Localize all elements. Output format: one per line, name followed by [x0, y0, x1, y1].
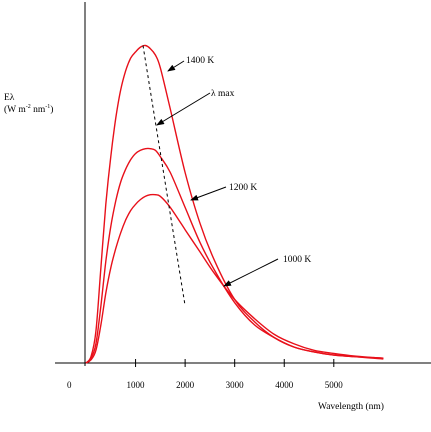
- x-axis-label: Wavelength (nm): [318, 401, 384, 412]
- y-axis-label-units: (W m-2 nm-1): [4, 104, 53, 115]
- annotation-1000k-arrow: [223, 258, 279, 287]
- annotation-1200k: 1200 K: [190, 183, 257, 201]
- lambda-max-line: [142, 45, 186, 306]
- annotation-1000k: 1000 K: [223, 255, 311, 287]
- curve-1000k: [85, 193, 384, 364]
- x-tick-label-1000: 1000: [127, 380, 146, 390]
- x-tick-label-5000: 5000: [325, 380, 344, 390]
- x-tick-label-origin: 0: [67, 380, 72, 390]
- annotation-lambda-max-label: λ max: [211, 89, 235, 99]
- annotation-1400k-label: 1400 K: [186, 56, 214, 66]
- x-ticks: [135, 359, 335, 367]
- x-tick-label-3000: 3000: [226, 380, 245, 390]
- annotation-1000k-label: 1000 K: [283, 255, 311, 265]
- annotation-1200k-arrow: [190, 186, 227, 201]
- x-tick-labels: 1000 2000 3000 4000 5000: [127, 380, 344, 390]
- x-tick-label-4000: 4000: [275, 380, 294, 390]
- annotation-1200k-label: 1200 K: [229, 183, 257, 193]
- annotation-lambda-max-arrow: [156, 92, 211, 126]
- x-tick-label-2000: 2000: [176, 380, 195, 390]
- curves: [85, 44, 384, 364]
- curve-1400k: [85, 44, 384, 364]
- annotation-1400k: 1400 K: [167, 56, 214, 72]
- annotation-lambda-max: λ max: [156, 89, 235, 126]
- curve-1200k: [85, 147, 384, 364]
- annotation-1400k-arrow: [167, 60, 185, 72]
- y-axis-label-symbol: Eλ: [4, 93, 15, 103]
